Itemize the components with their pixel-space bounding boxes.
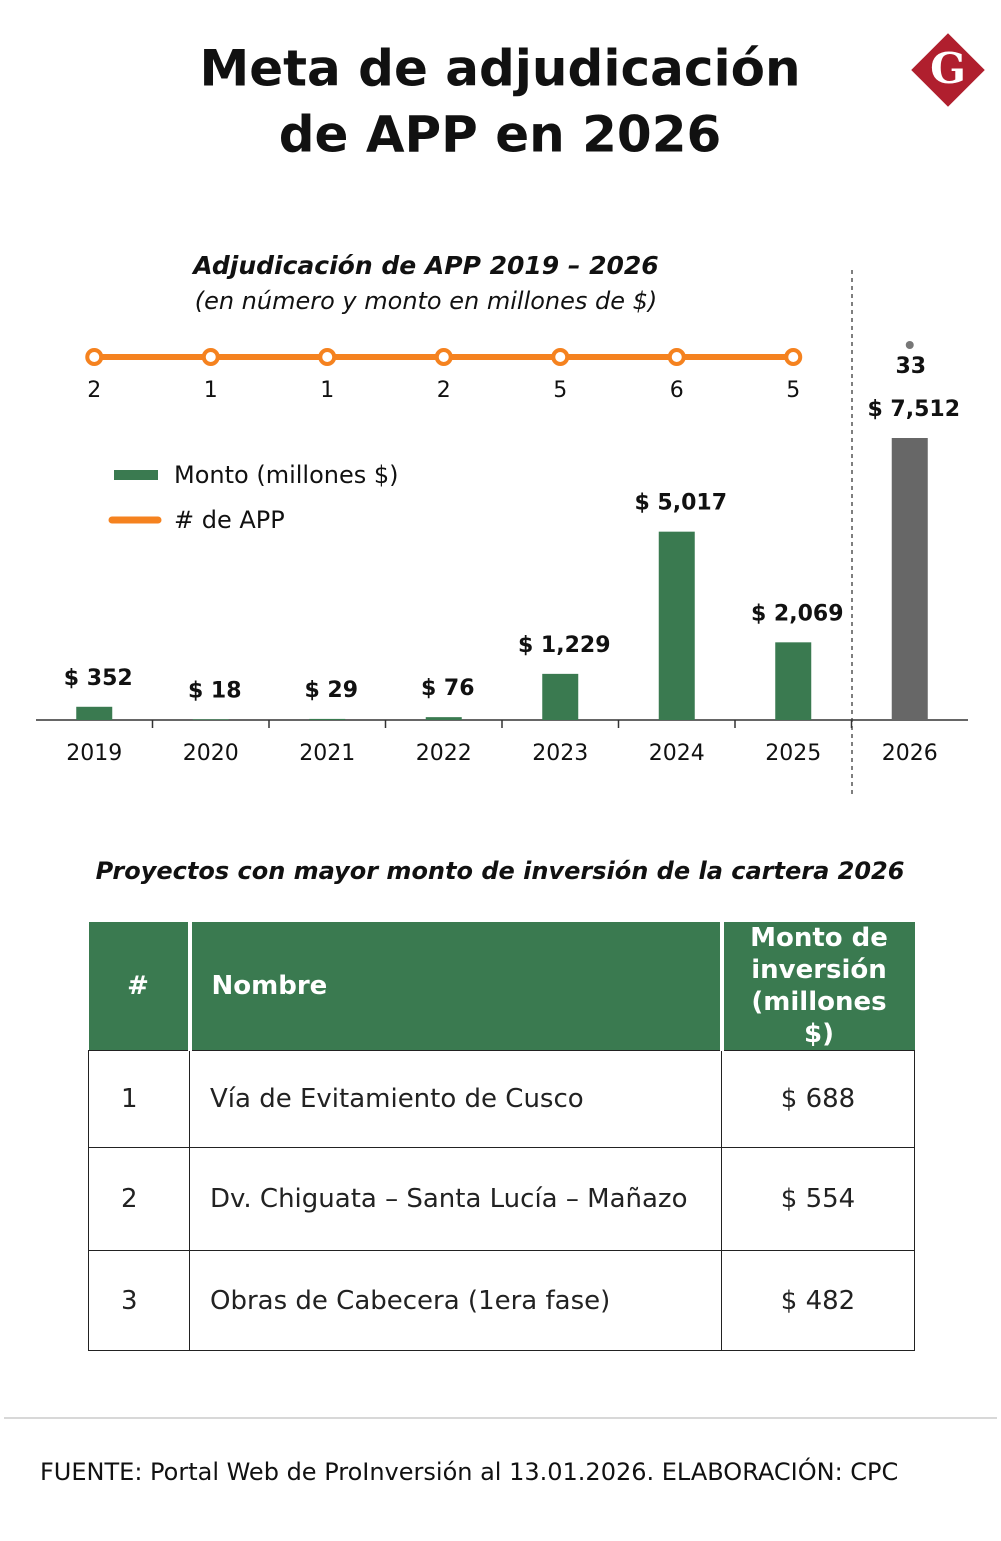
x-tick-label: 2025 [765,741,821,766]
bar [425,717,462,720]
column-header: Nombre [187,922,722,1051]
logo: G [930,44,966,93]
count-label: 5 [786,378,800,403]
count-label: 33 [895,354,926,379]
count-label: 6 [670,378,684,403]
table-row: 2 Dv. Chiguata – Santa Lucía – Mañazo $ 55… [88,1147,915,1251]
table: # Nombre Monto de inversión (millones $)… [88,922,915,1351]
x-tick-label: 2026 [882,741,938,766]
table-title: Proyectos con mayor monto de inversión d… [96,857,905,885]
count-label: 5 [553,378,567,403]
table-cell: Vía de Evitamiento de Cusco [189,1050,722,1148]
value-label: $ 2,069 [751,601,844,626]
count-point [201,348,220,366]
bar [309,718,346,720]
bar [891,438,928,720]
bar [775,642,812,720]
legend-label: # de APP [174,506,285,534]
value-label: $ 1,229 [518,633,611,658]
count-point [551,348,570,366]
count-label: 2 [87,378,101,403]
table-cell: 2 [88,1147,190,1251]
count-label: 1 [204,378,218,403]
bar [76,706,113,720]
chart-subtitle: (en número y monto en millones de $) [195,287,658,315]
x-tick-label: 2023 [532,741,588,766]
value-label: $ 7,512 [867,397,960,422]
title-line: Meta de adjudicación [199,40,800,98]
count-point [784,348,803,366]
count-point [905,341,914,349]
legend-label: Monto (millones $) [174,461,399,489]
value-label: $ 76 [421,676,475,701]
x-tick-label: 2022 [416,741,472,766]
count-point [434,348,453,366]
footer-source: FUENTE: Portal Web de ProInversión al 13… [40,1456,898,1486]
table-cell: $ 554 [721,1147,915,1251]
title-line: de APP en 2026 [279,106,722,164]
x-tick-label: 2020 [183,741,239,766]
x-tick-label: 2024 [649,741,705,766]
count-label: 1 [320,378,334,403]
legend-swatch [114,470,158,480]
table-cell: $ 482 [721,1250,915,1351]
bar [192,719,229,720]
logo-diamond [911,33,985,107]
count-point [318,348,337,366]
table-cell: Obras de Cabecera (1era fase) [189,1250,722,1351]
bar [542,673,579,720]
count-point [667,348,686,366]
value-label: $ 29 [304,678,358,703]
value-label: $ 18 [188,678,242,703]
count-label: 2 [437,378,451,403]
value-label: $ 352 [64,666,133,691]
table-cell: $ 688 [721,1050,915,1148]
table-row: 3 Obras de Cabecera (1era fase) $ 482 [88,1250,915,1351]
column-header: Monto de inversión (millones $) [719,922,915,1051]
table-cell: 1 [88,1050,190,1148]
chart-title: Adjudicación de APP 2019 – 2026 [191,251,658,280]
table-cell: 3 [88,1250,190,1351]
count-point [85,348,104,366]
x-tick-label: 2021 [299,741,355,766]
bar [658,531,695,720]
x-tick-label: 2019 [66,741,122,766]
value-label: $ 5,017 [634,491,727,516]
table-cell: Dv. Chiguata – Santa Lucía – Mañazo [189,1147,722,1251]
table-row: 1 Vía de Evitamiento de Cusco $ 688 [88,1050,915,1148]
column-header: # [88,922,190,1051]
